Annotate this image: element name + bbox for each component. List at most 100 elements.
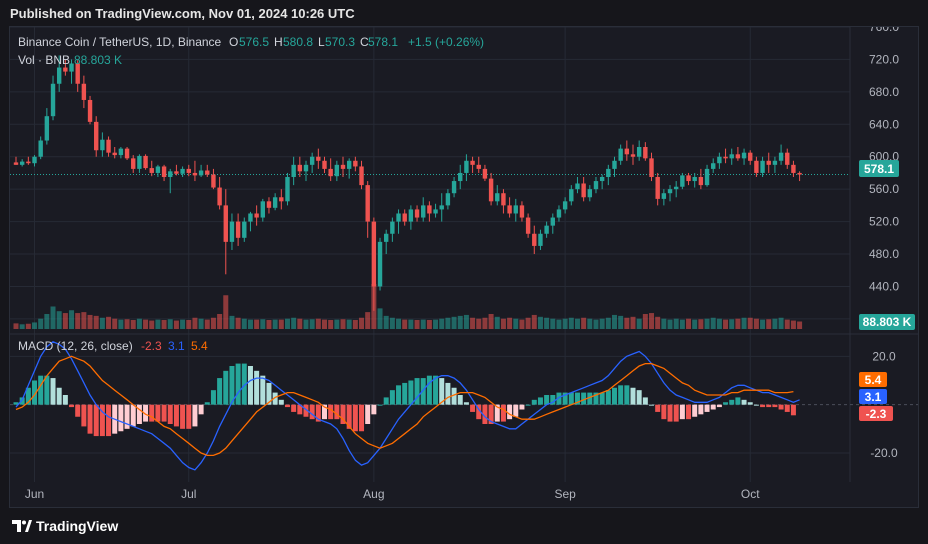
volume-bar — [605, 317, 611, 329]
macd-histogram-bar — [173, 404, 179, 427]
legend-symbol: Binance Coin / TetherUS, 1D, Binance — [18, 35, 222, 49]
macd-histogram-bar — [611, 387, 617, 405]
candle-body — [50, 83, 56, 117]
chart-svg[interactable]: 760.0720.0680.0640.0600.0560.0520.0480.0… — [10, 27, 919, 508]
macd-line-badge-bg — [859, 389, 887, 404]
chart-frame[interactable]: 760.0 720.0 680.0 640.0 600.0 560.0 520.0 480.0… — [9, 26, 919, 508]
macd-histogram-bar — [402, 382, 408, 405]
candle-body — [390, 221, 395, 234]
volume-bar — [667, 319, 673, 329]
candle-body — [698, 177, 704, 186]
candle-body — [56, 67, 62, 84]
volume-bar — [599, 318, 605, 329]
macd-histogram-bar — [19, 397, 25, 405]
volume-bar — [611, 314, 617, 329]
candle-body — [272, 197, 278, 208]
candle-body — [414, 209, 420, 218]
volume-bar — [204, 319, 210, 329]
candle-body — [408, 209, 414, 222]
macd-tick-label: 20.0 — [872, 349, 896, 363]
volume-bar — [581, 317, 587, 329]
candle-body — [464, 160, 469, 173]
candle-body — [254, 213, 259, 218]
volume-bar — [568, 317, 574, 329]
candle-body — [316, 156, 321, 161]
macd-histogram-bar — [389, 390, 395, 405]
price-badge: 578.1 — [859, 160, 899, 177]
macd-histogram-bar — [686, 404, 692, 420]
volume-bar — [75, 313, 81, 329]
candle-body — [649, 158, 654, 177]
volume-bar — [556, 319, 562, 329]
macd-histogram-bar — [698, 404, 704, 415]
volume-bar — [377, 308, 383, 329]
candle-body — [618, 148, 623, 161]
candle-body — [445, 193, 451, 206]
macd-histogram-bar — [235, 363, 241, 405]
candle-body — [525, 217, 531, 234]
volume-bar — [593, 319, 599, 329]
macd-histogram-bar — [649, 404, 655, 406]
candle-body — [717, 156, 722, 164]
candle-body — [636, 147, 642, 157]
macd-tick-label: -20.0 — [870, 446, 898, 460]
macd-histogram-bar — [346, 404, 352, 429]
macd-histogram-bar — [661, 404, 667, 420]
macd-histogram-bar — [62, 395, 68, 405]
macd-histogram-bar — [241, 363, 247, 405]
volume-bar — [439, 318, 445, 329]
legend-change: +1.5 (+0.26%) — [408, 35, 484, 49]
candle-body — [402, 213, 407, 222]
macd-pane — [13, 341, 800, 471]
candle-body — [248, 213, 253, 222]
volume-bar — [223, 295, 229, 329]
candle-body — [186, 168, 191, 173]
volume-bar — [371, 284, 377, 329]
volume-bar — [155, 319, 161, 329]
macd-histogram-bar — [556, 392, 562, 405]
macd-histogram-bar — [192, 404, 198, 427]
candle-body — [488, 178, 494, 202]
volume-bar — [198, 318, 204, 329]
macd-histogram-bar — [587, 392, 593, 405]
candles — [13, 55, 802, 311]
macd-histogram-bar — [383, 397, 389, 405]
macd-histogram-bar — [229, 366, 235, 405]
macd-histogram-bar — [328, 404, 334, 420]
macd-histogram-bar — [716, 404, 722, 408]
volume-bar — [389, 317, 395, 329]
candle-body — [735, 154, 741, 159]
macd-legend-label: MACD (12, 26, close) — [18, 339, 133, 353]
candle-body — [161, 166, 167, 177]
legend-high: 580.8 — [283, 35, 313, 49]
macd-histogram-bar — [352, 404, 358, 432]
macd-badges: 5.4 3.1 -2.3 — [859, 372, 893, 421]
volume-bar — [735, 318, 741, 329]
candle-body — [427, 205, 432, 214]
price-tick-label: 640.0 — [869, 117, 899, 131]
volume-bar — [531, 314, 537, 329]
candle-body — [137, 155, 142, 169]
macd-histogram-bar — [180, 404, 186, 429]
candle-body — [556, 209, 562, 218]
volume-bar — [716, 318, 722, 329]
volume-bar — [217, 314, 223, 329]
volume-bar — [488, 314, 494, 329]
volume-bar — [433, 319, 439, 329]
candle-body — [587, 189, 593, 198]
candle-body — [143, 155, 148, 169]
macd-histogram-bar — [284, 404, 290, 408]
volume-bar — [167, 319, 173, 329]
tradingview-logo[interactable]: TradingView — [12, 518, 118, 534]
candle-body — [569, 189, 574, 202]
price-tick-label: 440.0 — [869, 279, 899, 293]
volume-bar — [19, 324, 25, 329]
volume-bar — [494, 316, 500, 329]
candle-body — [192, 172, 198, 176]
candle-body — [285, 177, 290, 202]
candle-body — [421, 205, 426, 218]
axes: 760.0720.0680.0640.0600.0560.0520.0480.0… — [25, 27, 900, 501]
legend-open: 576.5 — [239, 35, 269, 49]
macd-legend-macd: 3.1 — [168, 339, 185, 353]
volume-bar — [136, 318, 142, 329]
